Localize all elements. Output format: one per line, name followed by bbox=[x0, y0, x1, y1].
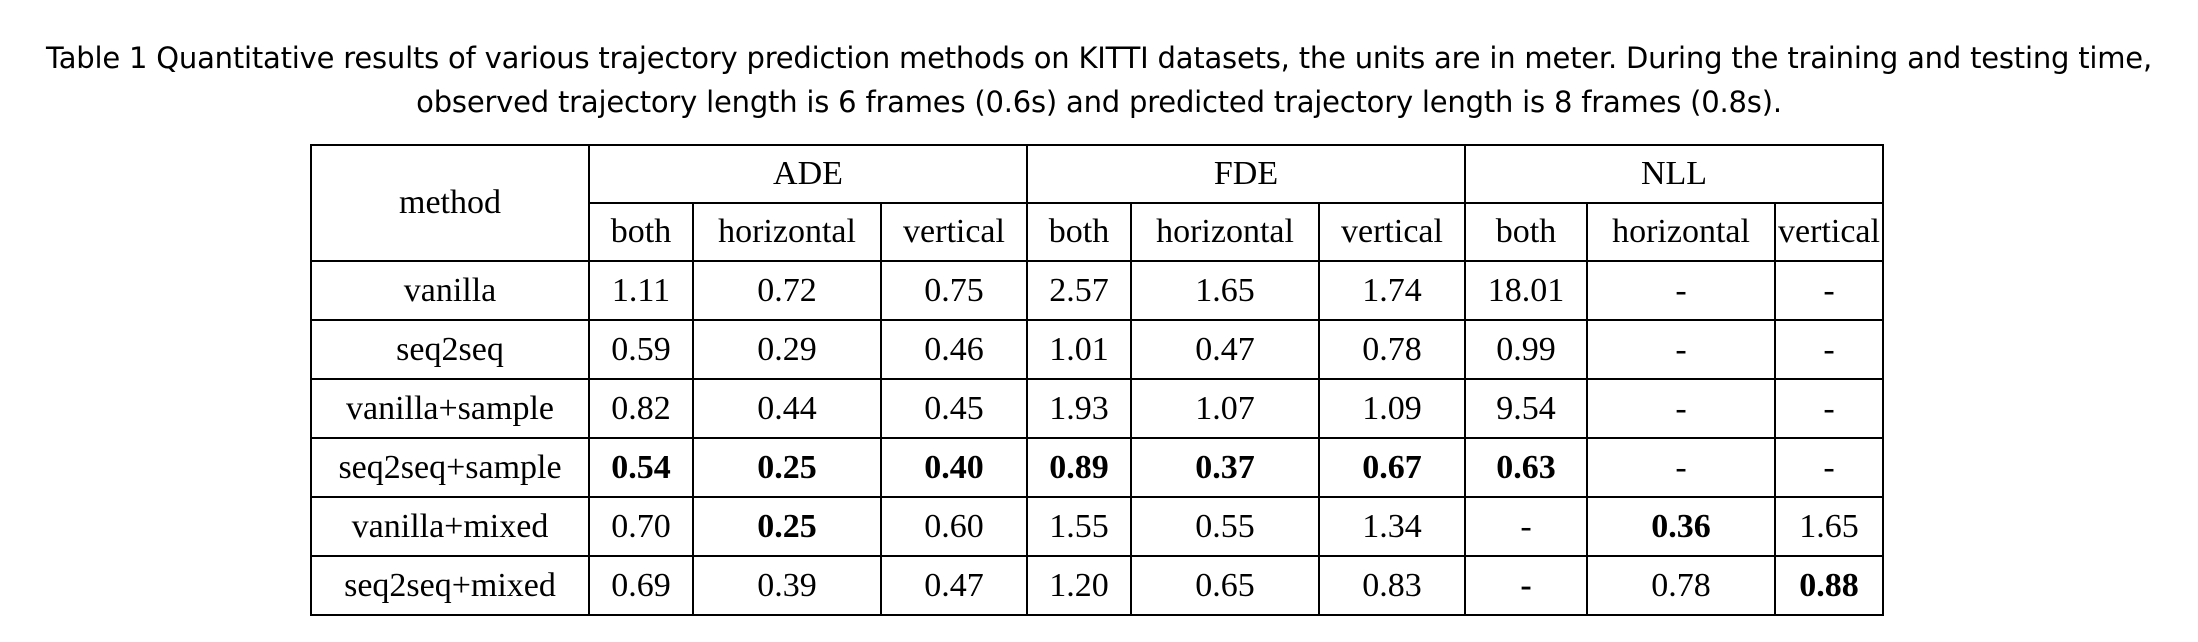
value-cell: 0.82 bbox=[588, 378, 694, 439]
method-cell: vanilla+sample bbox=[310, 378, 590, 439]
subheader-fde-vertical: vertical bbox=[1318, 202, 1466, 262]
value-cell: 0.72 bbox=[692, 260, 882, 321]
table-caption: Table 1 Quantitative results of various … bbox=[0, 36, 2198, 124]
table-row: seq2seq+sample 0.54 0.25 0.40 0.89 0.37 0.67 0.… bbox=[310, 437, 1884, 498]
value-cell: - bbox=[1464, 555, 1588, 616]
value-cell: 0.36 bbox=[1586, 496, 1776, 557]
value-cell: - bbox=[1586, 260, 1776, 321]
caption-line-2: observed trajectory length is 6 frames (… bbox=[416, 85, 1782, 119]
value-cell: 0.47 bbox=[1130, 319, 1320, 380]
value-cell: - bbox=[1774, 378, 1884, 439]
method-header: method bbox=[310, 144, 590, 262]
value-cell: - bbox=[1774, 319, 1884, 380]
value-cell: 0.75 bbox=[880, 260, 1028, 321]
value-cell: 0.70 bbox=[588, 496, 694, 557]
value-cell: 2.57 bbox=[1026, 260, 1132, 321]
subheader-ade-both: both bbox=[588, 202, 694, 262]
value-cell: 0.25 bbox=[692, 437, 882, 498]
value-cell: 0.44 bbox=[692, 378, 882, 439]
value-cell: 1.74 bbox=[1318, 260, 1466, 321]
value-cell: - bbox=[1774, 437, 1884, 498]
header-row-subheaders: both horizontal vertical both horizontal… bbox=[311, 202, 1884, 262]
method-cell: seq2seq+mixed bbox=[310, 555, 590, 616]
value-cell: 0.78 bbox=[1318, 319, 1466, 380]
value-cell: 0.59 bbox=[588, 319, 694, 380]
value-cell: 0.67 bbox=[1318, 437, 1466, 498]
value-cell: 1.07 bbox=[1130, 378, 1320, 439]
value-cell: 9.54 bbox=[1464, 378, 1588, 439]
value-cell: 1.20 bbox=[1026, 555, 1132, 616]
subheader-nll-horizontal: horizontal bbox=[1586, 202, 1776, 262]
value-cell: - bbox=[1586, 319, 1776, 380]
value-cell: 0.39 bbox=[692, 555, 882, 616]
value-cell: 1.09 bbox=[1318, 378, 1466, 439]
value-cell: 0.45 bbox=[880, 378, 1028, 439]
value-cell: 0.99 bbox=[1464, 319, 1588, 380]
table-row: seq2seq+mixed 0.69 0.39 0.47 1.20 0.65 0.83-0.… bbox=[310, 555, 1884, 616]
subheader-nll-both: both bbox=[1464, 202, 1588, 262]
method-cell: seq2seq+sample bbox=[310, 437, 590, 498]
value-cell: - bbox=[1586, 378, 1776, 439]
table-row: vanilla 1.11 0.72 0.75 2.57 1.65 1.74 18.01- - bbox=[310, 260, 1884, 321]
value-cell: 1.65 bbox=[1130, 260, 1320, 321]
subheader-fde-horizontal: horizontal bbox=[1130, 202, 1320, 262]
group-header-ade: ADE bbox=[588, 144, 1028, 204]
value-cell: 0.47 bbox=[880, 555, 1028, 616]
value-cell: 18.01 bbox=[1464, 260, 1588, 321]
value-cell: 0.63 bbox=[1464, 437, 1588, 498]
table-row: vanilla+mixed 0.70 0.25 0.60 1.55 0.55 1.34-0.… bbox=[310, 496, 1884, 557]
table-row: vanilla+sample 0.82 0.44 0.45 1.93 1.07 1.09 9.… bbox=[310, 378, 1884, 439]
value-cell: 1.93 bbox=[1026, 378, 1132, 439]
results-table: method ADE FDE NLL both horizontal verti… bbox=[310, 144, 1884, 616]
method-cell: seq2seq bbox=[310, 319, 590, 380]
subheader-nll-vertical: vertical bbox=[1774, 202, 1884, 262]
group-header-fde: FDE bbox=[1026, 144, 1466, 204]
value-cell: - bbox=[1586, 437, 1776, 498]
value-cell: 1.34 bbox=[1318, 496, 1466, 557]
subheader-ade-horizontal: horizontal bbox=[692, 202, 882, 262]
value-cell: 0.40 bbox=[880, 437, 1028, 498]
value-cell: 0.65 bbox=[1130, 555, 1320, 616]
value-cell: 1.11 bbox=[588, 260, 694, 321]
value-cell: 0.46 bbox=[880, 319, 1028, 380]
method-cell: vanilla+mixed bbox=[310, 496, 590, 557]
value-cell: 0.88 bbox=[1774, 555, 1884, 616]
value-cell: - bbox=[1464, 496, 1588, 557]
value-cell: 0.78 bbox=[1586, 555, 1776, 616]
value-cell: - bbox=[1774, 260, 1884, 321]
value-cell: 0.89 bbox=[1026, 437, 1132, 498]
subheader-fde-both: both bbox=[1026, 202, 1132, 262]
value-cell: 0.60 bbox=[880, 496, 1028, 557]
value-cell: 0.29 bbox=[692, 319, 882, 380]
group-header-nll: NLL bbox=[1464, 144, 1884, 204]
value-cell: 1.55 bbox=[1026, 496, 1132, 557]
caption-line-1: Table 1 Quantitative results of various … bbox=[46, 41, 2152, 75]
value-cell: 0.83 bbox=[1318, 555, 1466, 616]
value-cell: 1.65 bbox=[1774, 496, 1884, 557]
value-cell: 0.55 bbox=[1130, 496, 1320, 557]
value-cell: 0.69 bbox=[588, 555, 694, 616]
table-body: vanilla 1.11 0.72 0.75 2.57 1.65 1.74 18.01- - se… bbox=[310, 260, 1884, 616]
value-cell: 1.01 bbox=[1026, 319, 1132, 380]
table-row: seq2seq 0.59 0.29 0.46 1.01 0.47 0.78 0.99- - bbox=[310, 319, 1884, 380]
value-cell: 0.37 bbox=[1130, 437, 1320, 498]
method-cell: vanilla bbox=[310, 260, 590, 321]
value-cell: 0.25 bbox=[692, 496, 882, 557]
value-cell: 0.54 bbox=[588, 437, 694, 498]
subheader-ade-vertical: vertical bbox=[880, 202, 1028, 262]
header-row-groups: method ADE FDE NLL bbox=[310, 144, 1884, 262]
